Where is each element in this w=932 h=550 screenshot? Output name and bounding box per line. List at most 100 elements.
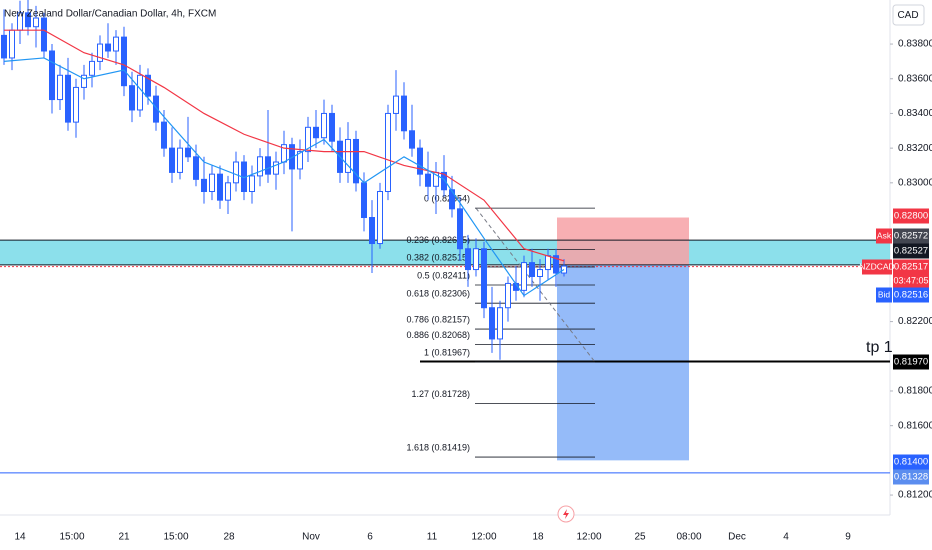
price-badge-label: 0.82800 [894,211,928,222]
candle-body [249,175,255,192]
fib-label: 0 (0.82854) [424,194,470,204]
y-tick-label: 0.83800 [898,39,932,50]
price-badge [893,208,929,224]
badge-tag [876,228,892,244]
candle-body [505,282,511,309]
candle-body [193,156,199,180]
x-tick-label: 15:00 [59,532,84,543]
x-tick-label: 25 [634,532,646,543]
candle-body [497,307,503,340]
x-tick-label: Dec [728,532,746,543]
y-tick-label: 0.81600 [898,420,932,431]
fib-label: 0.618 (0.82306) [406,289,470,299]
candle-body [129,85,135,111]
candle-body [401,95,407,132]
price-badge [893,259,929,275]
fib-label: 0.5 (0.82411) [417,270,470,280]
x-tick-label: Nov [302,532,320,543]
candle-body [561,265,567,274]
y-tick-label: 0.83000 [898,177,932,188]
candle-body [209,173,215,192]
badge-tag [876,287,892,303]
candle-body [9,29,15,59]
price-badge [893,454,929,470]
x-tick-label: 12:00 [576,532,601,543]
y-tick-label: 0.82200 [898,316,932,327]
badge-tag-label: Ask [877,230,892,240]
candle-body [545,255,551,271]
fib-label: 0.886 (0.82068) [406,330,470,340]
candle-body [113,36,119,52]
fib-label: 1 (0.81967) [424,347,470,357]
y-tick-label: 0.83600 [898,73,932,84]
candle-body [289,144,295,170]
price-badge [893,354,929,370]
badge-tag [862,259,892,275]
price-badge [893,469,929,485]
candle-body [465,248,471,271]
candle-body [1,34,7,59]
candle-body [521,262,527,291]
candle-body [145,74,151,97]
candle-body [297,151,303,170]
currency[interactable]: CAD [897,10,918,21]
x-tick-label: 12:00 [471,532,496,543]
stop-zone [557,217,689,265]
candle-body [97,43,103,62]
timer-label: 03:47:05 [893,275,928,285]
candle-body [185,147,191,158]
x-tick-label: 28 [223,532,235,543]
candle-body [553,255,559,274]
badge-tag-label: NZDCAD [859,261,894,271]
candle-body [161,121,167,149]
price-badge-label: 0.82572 [894,231,928,242]
candle-body [49,50,55,101]
candle-body [441,171,447,191]
candle-body [529,262,535,277]
candle-body [345,138,351,173]
price-badge [893,287,929,303]
candle-body [321,112,327,139]
x-tick-label: 9 [845,532,851,543]
symbol-title: New Zealand Dollar/Canadian Dollar, 4h, … [4,9,216,20]
candle-body [409,130,415,149]
candle-body [169,147,175,173]
target-zone [557,264,689,461]
x-tick-label: 14 [14,532,26,543]
x-tick-label: 6 [367,532,373,543]
x-tick-label: 15:00 [163,532,188,543]
currency-button[interactable] [892,4,925,26]
lightning[interactable] [563,509,569,519]
y-tick-label: 0.81800 [898,386,932,397]
candle-body [89,60,95,76]
candle-body [41,17,47,52]
candle-body [233,161,239,184]
price-badge-label: 0.82527 [894,246,928,257]
candle-body [225,182,231,201]
candle-body [137,74,143,111]
x-tick-label: 08:00 [676,532,701,543]
x-tick-label: 11 [427,532,438,543]
y-tick-label: 0.83200 [898,143,932,154]
candle-body [425,173,431,187]
fib-trend [475,207,596,363]
candle-body [25,12,31,28]
candle-body [121,36,127,87]
x-tick-label: 18 [532,532,544,543]
y-tick-label: 0.83400 [898,108,932,119]
moving-average [4,29,565,262]
x-tick-label: 21 [118,532,130,543]
candle-body [81,74,87,88]
fib-label: 1.27 (0.81728) [411,389,470,399]
candle-body [33,17,39,28]
candle-body [313,126,319,139]
y-tick-label: 0.81200 [898,490,932,501]
candle-body [329,112,335,142]
candle-body [449,189,455,210]
candle-body [257,156,263,177]
fib-label: 1.618 (0.81419) [406,442,470,452]
candle-body [393,95,399,114]
